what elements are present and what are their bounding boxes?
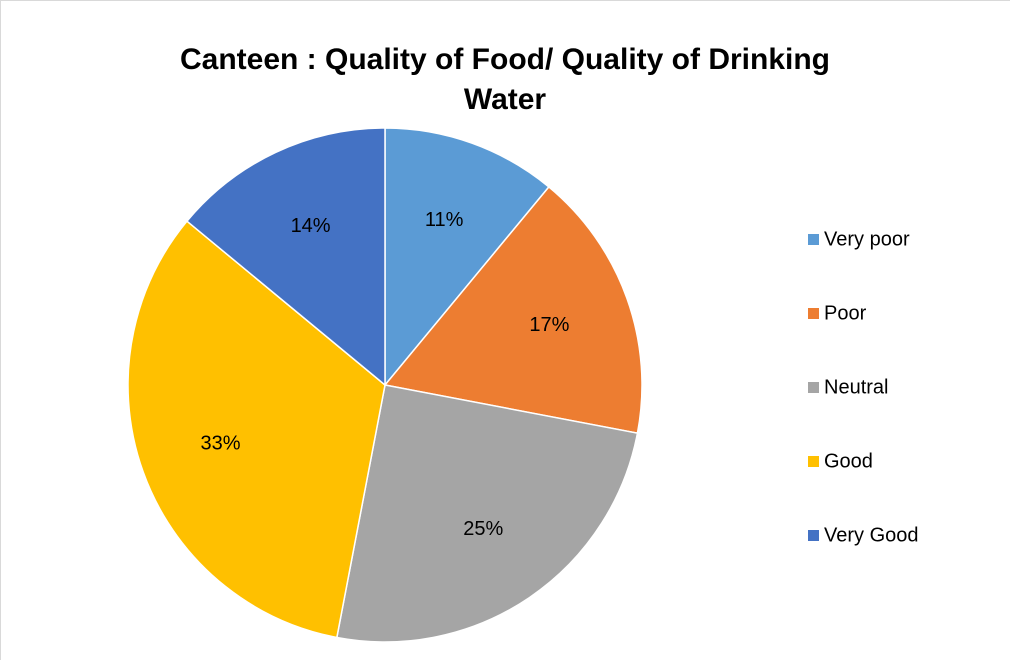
legend-swatch <box>808 308 819 319</box>
pie-slice <box>127 220 386 639</box>
legend-swatch <box>808 234 819 245</box>
legend-swatch <box>808 530 819 541</box>
pie-slice <box>383 185 643 435</box>
pie-slice <box>335 384 639 643</box>
legend-swatch <box>808 456 819 467</box>
data-label: 33% <box>201 432 241 454</box>
legend-label: Good <box>824 450 873 472</box>
pie-slice <box>384 127 550 388</box>
data-label: 14% <box>291 215 331 237</box>
data-label: 25% <box>463 518 503 540</box>
legend-swatch <box>808 382 819 393</box>
legend-label: Very poor <box>824 228 910 250</box>
pie-slice <box>185 127 386 387</box>
data-label: 11% <box>425 209 464 231</box>
legend-label: Very Good <box>824 524 919 546</box>
data-label: 17% <box>529 314 569 336</box>
chart-title: Canteen : Quality of Food/ Quality of Dr… <box>179 43 830 116</box>
legend-label: Neutral <box>824 376 888 398</box>
legend-label: Poor <box>824 302 867 324</box>
